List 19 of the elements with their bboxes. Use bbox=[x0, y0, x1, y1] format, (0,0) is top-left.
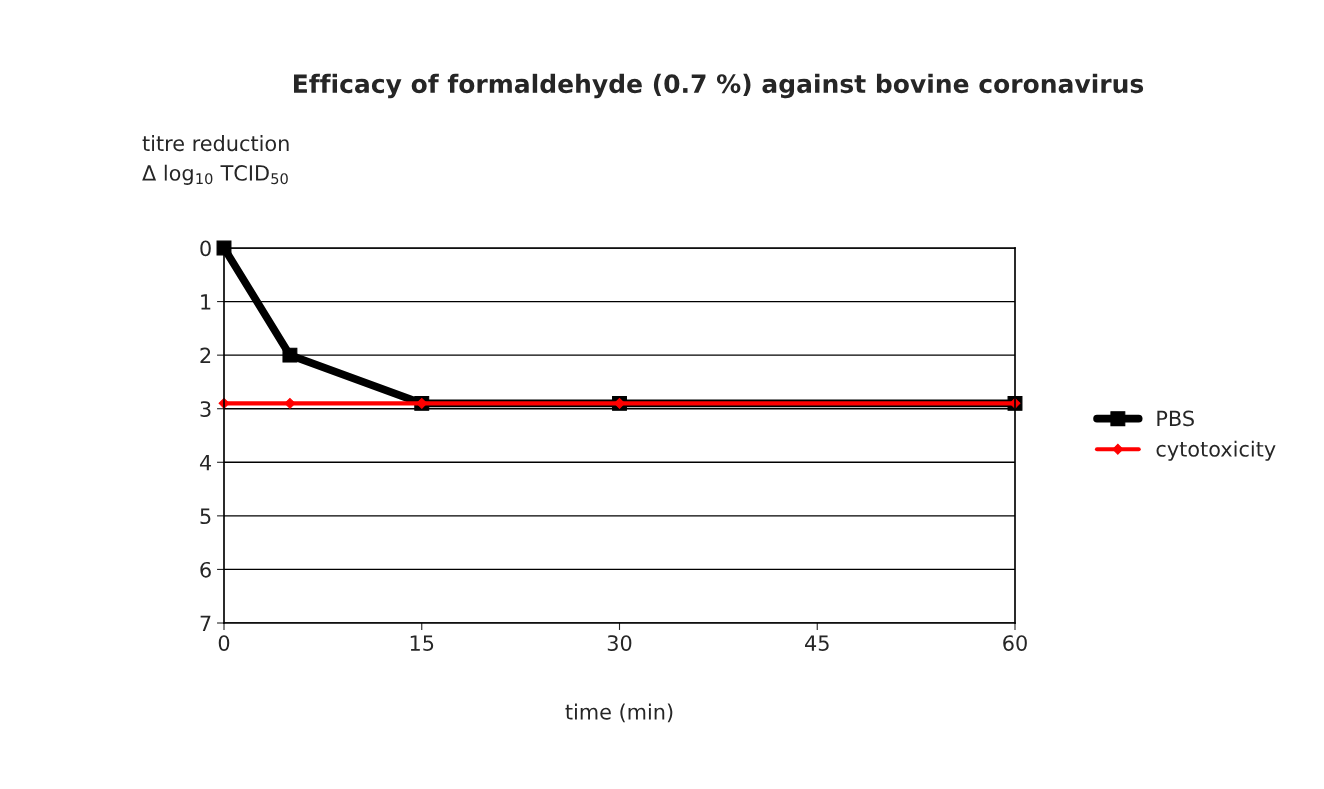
y-tick-label: 0 bbox=[200, 240, 211, 257]
legend-label: cytotoxicity bbox=[1156, 440, 1276, 461]
legend-label: PBS bbox=[1157, 410, 1194, 427]
y-tick-label: 1 bbox=[201, 294, 211, 310]
y-tick-label: 5 bbox=[200, 508, 211, 525]
x-tick-label: 15 bbox=[410, 635, 434, 651]
y-tick-label: 4 bbox=[199, 455, 212, 471]
chart-title: Efficacy of formaldehyde (0.7 %) against bovine coronavirus bbox=[294, 73, 1144, 99]
x-axis-title: time (min) bbox=[565, 703, 673, 723]
x-tick-label: 0 bbox=[218, 635, 230, 651]
x-tick-label: 30 bbox=[607, 635, 632, 651]
x-tick-label: 45 bbox=[805, 635, 829, 651]
y-tick-label: 3 bbox=[200, 401, 211, 417]
y-tick-label: 6 bbox=[200, 561, 211, 578]
y-tick-label: 2 bbox=[200, 347, 211, 364]
x-tick-label: 60 bbox=[1003, 635, 1027, 651]
y-axis-title: titre reduction Δ log$_{10}$ TCID$_{50}$ bbox=[142, 135, 289, 185]
point bbox=[282, 347, 298, 363]
y-tick-label: 7 bbox=[200, 615, 211, 631]
